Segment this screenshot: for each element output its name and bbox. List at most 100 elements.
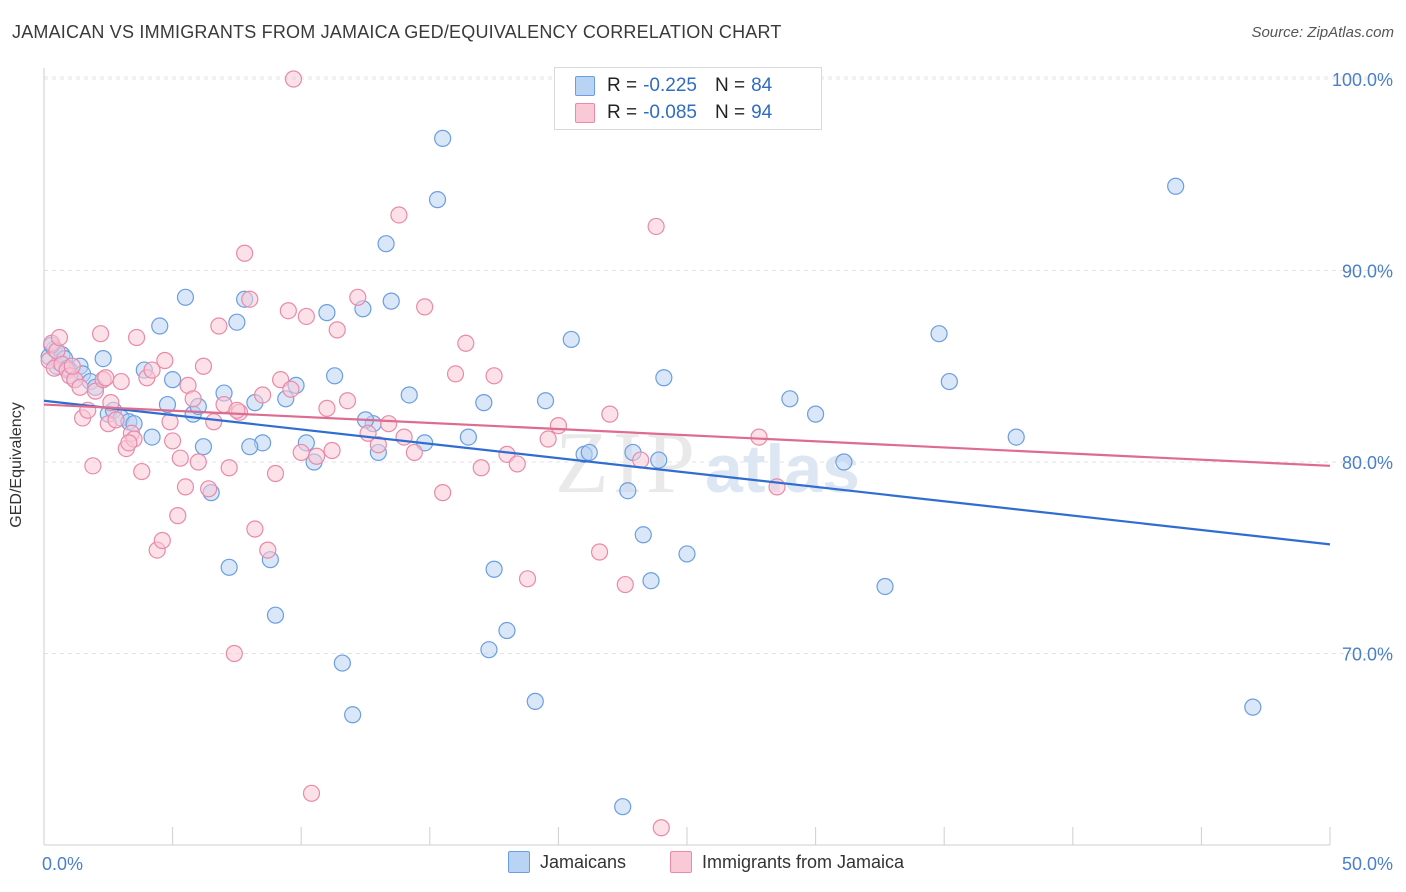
point-immigrants xyxy=(200,480,218,498)
point-jamaicans xyxy=(400,386,418,404)
point-jamaicans xyxy=(94,349,112,368)
point-immigrants xyxy=(405,443,423,462)
point-immigrants xyxy=(71,378,89,396)
watermark-atlas: atlas xyxy=(705,431,860,507)
x-tick-label-max: 50.0% xyxy=(1342,854,1393,874)
point-jamaicans xyxy=(678,545,696,563)
point-jamaicans xyxy=(930,325,948,343)
point-jamaicans xyxy=(1007,428,1025,446)
n-value: 94 xyxy=(751,102,773,123)
point-jamaicans xyxy=(619,482,637,500)
r-label: R = xyxy=(607,75,638,96)
point-jamaicans xyxy=(536,392,555,410)
source-label: Source: ZipAtlas.com xyxy=(1251,24,1394,41)
point-immigrants xyxy=(225,644,243,663)
point-jamaicans xyxy=(158,395,177,414)
point-immigrants xyxy=(120,434,138,452)
point-immigrants xyxy=(259,541,277,559)
point-jamaicans xyxy=(498,621,516,640)
point-immigrants xyxy=(750,428,768,446)
point-immigrants xyxy=(279,302,297,320)
point-immigrants xyxy=(153,531,171,550)
point-jamaicans xyxy=(459,428,477,446)
scatter-points xyxy=(40,70,1262,837)
point-immigrants xyxy=(205,413,223,431)
point-immigrants xyxy=(416,298,434,316)
point-jamaicans xyxy=(614,798,632,816)
point-immigrants xyxy=(380,415,398,433)
legend-item-immigrants[interactable]: Immigrants from Jamaica xyxy=(670,851,904,873)
point-immigrants xyxy=(297,307,315,326)
point-immigrants xyxy=(50,328,69,347)
point-immigrants xyxy=(292,443,310,462)
point-jamaicans xyxy=(655,369,673,387)
point-jamaicans xyxy=(241,438,259,456)
r-value: -0.085 xyxy=(643,102,697,123)
point-immigrants xyxy=(616,575,634,594)
point-jamaicans xyxy=(164,371,182,389)
point-immigrants xyxy=(169,507,187,525)
point-jamaicans xyxy=(220,558,238,576)
y-axis-label: GED/Equivalency xyxy=(8,402,25,528)
point-immigrants xyxy=(112,372,130,391)
n-label: N = xyxy=(714,75,746,96)
y-tick-label: 80.0% xyxy=(1342,453,1393,473)
point-jamaicans xyxy=(526,692,544,710)
point-immigrants xyxy=(472,459,490,477)
point-immigrants xyxy=(194,357,213,375)
trend-line-jamaicans xyxy=(43,399,1331,546)
point-immigrants xyxy=(308,447,326,465)
r-value: -0.225 xyxy=(643,75,697,96)
point-jamaicans xyxy=(1244,698,1262,716)
point-immigrants xyxy=(318,399,336,417)
point-immigrants xyxy=(127,328,146,347)
point-jamaicans xyxy=(143,428,161,446)
stats-swatch-immigrants xyxy=(575,103,595,123)
point-immigrants xyxy=(176,478,195,496)
point-immigrants xyxy=(63,357,81,375)
point-jamaicans xyxy=(634,526,652,544)
y-tick-label: 90.0% xyxy=(1342,262,1393,282)
point-jamaicans xyxy=(835,453,853,471)
point-immigrants xyxy=(241,290,259,308)
point-jamaicans xyxy=(1167,177,1185,195)
grid-lines xyxy=(44,76,1394,654)
stats-row-immigrants: R = -0.085 N = 94 xyxy=(575,100,772,126)
stats-swatch-jamaicans xyxy=(575,76,595,96)
tick-labels: 70.0% 80.0% 90.0% 100.0% 0.0% 50.0% xyxy=(42,70,1393,874)
point-immigrants xyxy=(508,455,526,473)
point-immigrants xyxy=(107,411,125,429)
point-jamaicans xyxy=(333,654,351,672)
x-tick-label-min: 0.0% xyxy=(42,854,83,874)
point-immigrants xyxy=(457,334,475,352)
point-immigrants xyxy=(189,453,207,471)
point-immigrants xyxy=(434,484,452,502)
point-immigrants xyxy=(652,819,670,837)
point-jamaicans xyxy=(194,438,213,456)
point-jamaicans xyxy=(326,367,344,385)
point-immigrants xyxy=(539,430,557,448)
point-immigrants xyxy=(171,449,189,467)
point-immigrants xyxy=(549,417,568,435)
axes xyxy=(43,68,1331,846)
point-immigrants xyxy=(518,570,537,588)
legend-label-immigrants: Immigrants from Jamaica xyxy=(702,851,905,872)
point-immigrants xyxy=(156,351,174,370)
point-immigrants xyxy=(84,457,102,475)
point-immigrants xyxy=(328,321,346,339)
point-immigrants xyxy=(236,244,254,262)
point-jamaicans xyxy=(806,405,825,423)
y-tick-label: 100.0% xyxy=(1332,70,1393,90)
point-jamaicans xyxy=(266,606,285,624)
point-immigrants xyxy=(133,462,151,481)
point-immigrants xyxy=(601,405,619,423)
point-jamaicans xyxy=(151,317,169,335)
legend-label-jamaicans: Jamaicans xyxy=(540,851,627,872)
legend-item-jamaicans[interactable]: Jamaicans xyxy=(508,851,626,873)
point-immigrants xyxy=(349,288,367,306)
trend-lines xyxy=(43,399,1331,546)
point-immigrants xyxy=(97,369,115,387)
point-jamaicans xyxy=(781,390,799,408)
point-immigrants xyxy=(395,428,413,446)
point-jamaicans xyxy=(480,641,498,659)
